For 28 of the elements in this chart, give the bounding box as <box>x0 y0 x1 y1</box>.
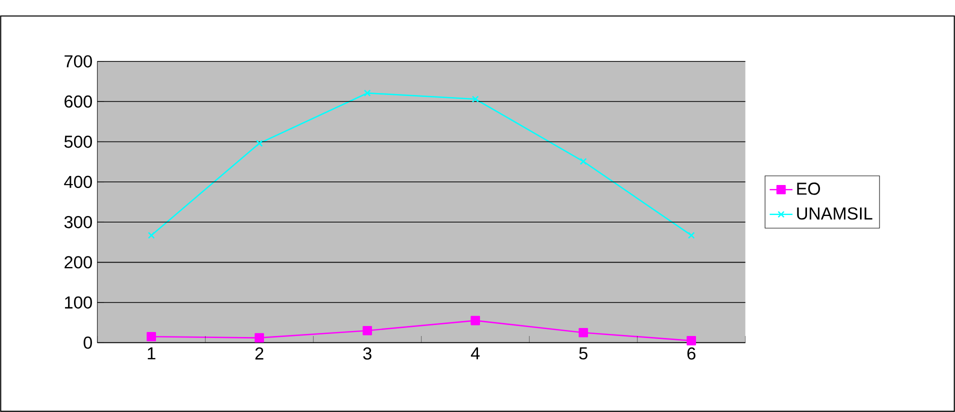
x-tick-label: 2 <box>255 347 264 360</box>
y-tick-label: 300 <box>64 216 92 228</box>
y-tick-label: 0 <box>84 336 92 349</box>
legend-label: UNAMSIL <box>797 207 872 220</box>
x-tick-label: 5 <box>579 347 588 360</box>
point <box>364 90 371 97</box>
point <box>256 140 263 147</box>
x-tick-label: 6 <box>687 347 696 360</box>
x-tick-label: 1 <box>148 347 156 360</box>
x-tick-label: 4 <box>470 347 480 360</box>
point <box>578 328 588 338</box>
point <box>254 333 264 343</box>
point <box>148 232 155 239</box>
y-tick-label: 200 <box>64 256 92 268</box>
y-tick-label: 100 <box>65 296 92 309</box>
point <box>362 326 372 336</box>
y-tick-label: 400 <box>64 176 92 188</box>
point <box>686 336 696 346</box>
point <box>472 96 479 103</box>
y-tick-label: 600 <box>64 95 92 108</box>
point <box>146 332 156 342</box>
x-tick-label: 3 <box>363 347 372 360</box>
point <box>580 158 587 165</box>
y-tick-label: 700 <box>64 55 92 68</box>
y-tick-label: 500 <box>64 136 92 148</box>
legend-label: EO <box>797 182 820 195</box>
point <box>470 316 480 326</box>
point <box>688 232 695 239</box>
